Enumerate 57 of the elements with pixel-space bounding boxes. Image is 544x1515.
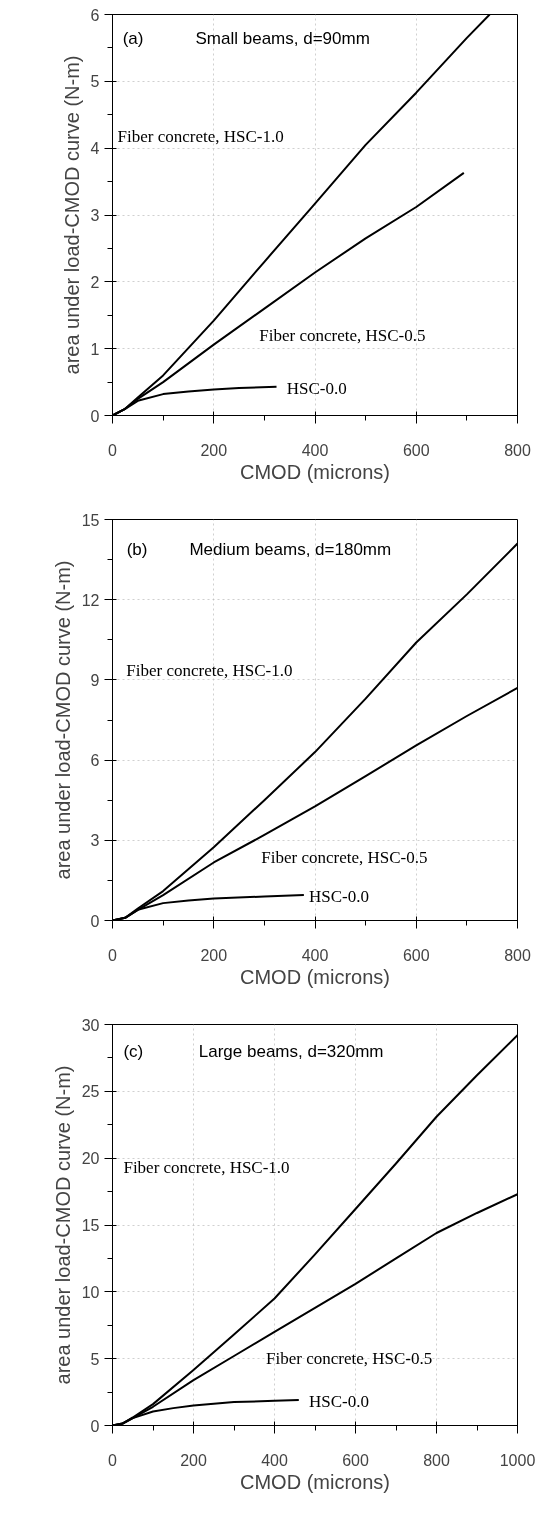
- annotation: HSC-0.0: [308, 886, 369, 906]
- annotation: (c): [123, 1041, 144, 1061]
- y-tick-label: 15: [81, 1217, 100, 1234]
- y-tick-label: 25: [81, 1083, 100, 1101]
- text: Medium beams, d=180mm: [189, 540, 392, 560]
- x-axis-title: CMOD (microns): [240, 1470, 390, 1493]
- y-tick-label: 2: [90, 273, 100, 291]
- x-tick-label: 400: [301, 946, 329, 964]
- x-tick-label: 600: [402, 946, 430, 964]
- y-tick-label: 4: [90, 140, 100, 158]
- x-tick-label: 800: [504, 946, 531, 964]
- y-tick-label: 5: [90, 73, 100, 91]
- y-tick-label: 6: [90, 752, 100, 770]
- annotation: Fiber concrete, HSC-0.5: [261, 848, 428, 868]
- annotation: Fiber concrete, HSC-0.5: [259, 325, 426, 345]
- y-tick-label: 12: [81, 591, 100, 609]
- x-tick-label: 800: [423, 1451, 450, 1469]
- y-tick-label: 3: [90, 207, 100, 224]
- y-tick-label: 10: [81, 1283, 100, 1301]
- x-tick-label: 400: [301, 441, 329, 459]
- x-tick-label: 200: [180, 1451, 207, 1469]
- x-tick-label: 400: [261, 1451, 288, 1469]
- annotation: HSC-0.0: [308, 1391, 369, 1411]
- x-tick-label: 0: [108, 1451, 118, 1469]
- x-tick-label: 1000: [499, 1451, 536, 1469]
- x-tick-label: 200: [200, 441, 228, 459]
- y-tick-label: 6: [90, 6, 100, 24]
- y-tick-label: 20: [81, 1150, 100, 1168]
- y-tick-label: 30: [81, 1016, 100, 1034]
- y-tick-label: 15: [81, 511, 100, 529]
- x-tick-label: 200: [200, 946, 228, 964]
- x-axis-title: CMOD (microns): [240, 965, 390, 988]
- y-tick-label: 0: [90, 1417, 100, 1435]
- annotation: (a): [122, 29, 144, 49]
- annotation: Fiber concrete, HSC-0.5: [265, 1348, 433, 1368]
- y-tick-label: 9: [90, 671, 100, 689]
- x-tick-label: 0: [108, 946, 118, 964]
- x-tick-label: 600: [342, 1451, 369, 1469]
- annotation: Fiber concrete, HSC-1.0: [117, 127, 284, 147]
- y-tick-label: 0: [90, 407, 100, 425]
- y-axis-title: area under load-CMOD curve (N-m): [51, 560, 74, 880]
- text: Large beams, d=320mm: [198, 1041, 384, 1061]
- y-axis-title: area under load-CMOD curve (N-m): [60, 55, 83, 375]
- x-tick-label: 0: [108, 441, 118, 459]
- x-axis-title: CMOD (microns): [240, 460, 390, 483]
- annotation: Fiber concrete, HSC-1.0: [123, 1158, 290, 1178]
- text: Small beams, d=90mm: [195, 29, 370, 49]
- x-tick-label: 600: [402, 441, 430, 459]
- annotation: HSC-0.0: [286, 378, 347, 398]
- y-tick-label: 0: [90, 912, 100, 930]
- y-tick-label: 3: [90, 832, 100, 850]
- x-tick-label: 800: [504, 441, 531, 459]
- y-tick-label: 1: [90, 340, 100, 358]
- annotation: (b): [126, 540, 148, 560]
- y-tick-label: 5: [90, 1350, 100, 1368]
- annotation: Fiber concrete, HSC-1.0: [126, 660, 293, 680]
- y-axis-title: area under load-CMOD curve (N-m): [51, 1065, 74, 1385]
